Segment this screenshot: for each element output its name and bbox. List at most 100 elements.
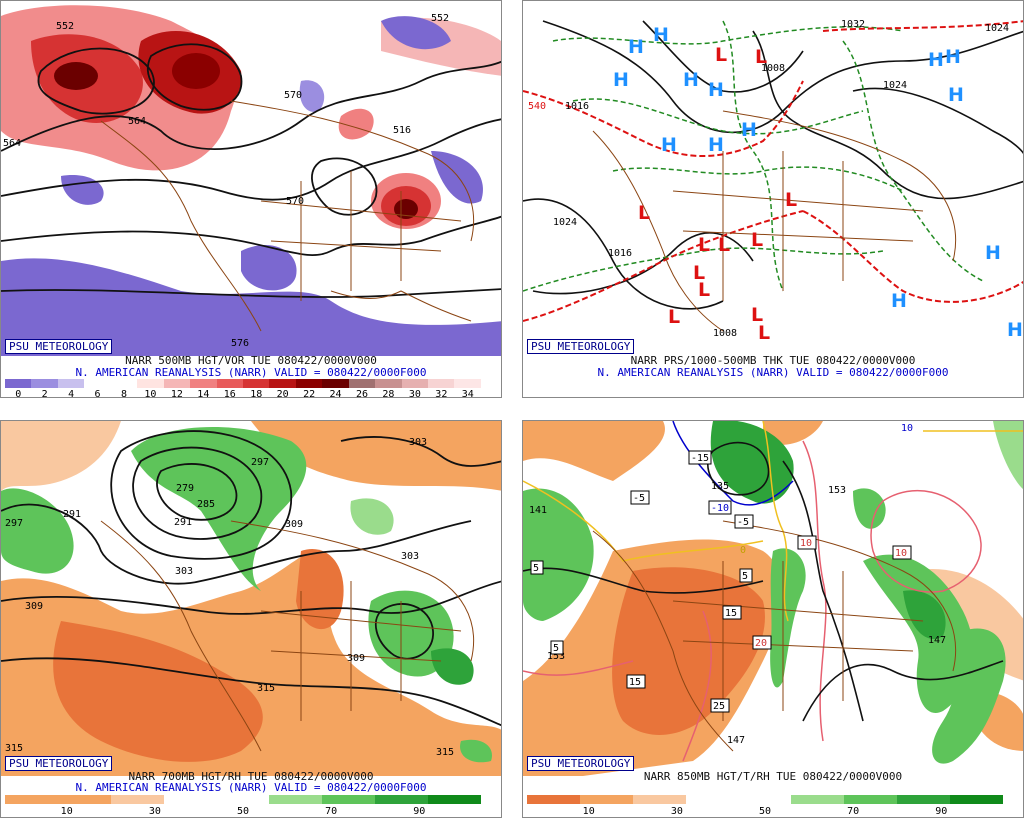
colorbar-swatch xyxy=(375,795,429,804)
colorbar xyxy=(5,795,482,804)
colorbar-swatch xyxy=(897,795,951,804)
colorbar-tick-label: 10 xyxy=(144,389,157,398)
map-title: NARR 850MB HGT/T/RH TUE 080422/0000V000 xyxy=(643,770,903,783)
colorbar-swatch xyxy=(216,379,243,388)
colorbar-tick-label: 10 xyxy=(60,806,73,817)
colorbar-tick-label: 20 xyxy=(276,389,289,398)
colorbar-tick-label: 0 xyxy=(15,389,22,398)
colorbar-swatch xyxy=(791,795,845,804)
high-pressure-marker: H xyxy=(628,36,644,58)
svg-text:10: 10 xyxy=(800,538,812,549)
colorbar-swatch xyxy=(428,795,482,804)
low-pressure-marker: L xyxy=(698,234,710,256)
colorbar-swatch xyxy=(295,379,323,388)
contour-label: 147 xyxy=(928,635,946,646)
colorbar-tick-label: 8 xyxy=(120,389,128,398)
contour-label: 564 xyxy=(3,138,21,149)
low-pressure-marker: L xyxy=(758,322,770,344)
contour-label: 291 xyxy=(174,517,192,528)
low-pressure-marker: L xyxy=(715,44,727,66)
high-pressure-marker: H xyxy=(661,134,677,156)
colorbar-swatch xyxy=(57,795,111,804)
colorbar-swatch xyxy=(242,379,270,388)
colorbar-swatch xyxy=(322,795,376,804)
low-pressure-marker: L xyxy=(751,229,763,251)
colorbar-tick-label: 26 xyxy=(355,389,369,398)
colorbar-tick-label: 4 xyxy=(68,389,75,398)
svg-text:25: 25 xyxy=(713,701,725,712)
svg-text:15: 15 xyxy=(629,677,641,688)
colorbar-tick-label: 70 xyxy=(325,806,338,817)
contour-label: 570 xyxy=(284,90,302,101)
low-pressure-marker: L xyxy=(638,202,650,224)
colorbar-swatch xyxy=(84,379,111,388)
contour-label: 552 xyxy=(431,13,449,24)
colorbar-swatch xyxy=(110,795,164,804)
contour-label: 291 xyxy=(63,509,81,520)
psu-credit: PSU METEOROLOGY xyxy=(527,339,635,354)
isobar-label: 1032 xyxy=(841,19,865,30)
svg-text:-15: -15 xyxy=(691,453,709,464)
temp-box-label: -10 xyxy=(708,500,732,515)
contour-label: 297 xyxy=(251,457,269,468)
colorbar-tick-label: 32 xyxy=(435,389,448,398)
colorbar-swatch xyxy=(428,379,455,388)
low-pressure-marker: L xyxy=(785,189,797,211)
map-title: NARR 700MB HGT/RH TUE 080422/0000V000 xyxy=(128,770,374,783)
colorbar-swatch xyxy=(348,379,376,388)
colorbar-swatch xyxy=(844,795,898,804)
colorbar-swatch xyxy=(163,795,217,804)
colorbar-tick-label: 34 xyxy=(461,389,474,398)
temp-box-label: -15 xyxy=(688,450,712,465)
isobar-label: 1016 xyxy=(608,248,632,259)
contour-label: 0 xyxy=(740,545,746,556)
map-subtitle: N. AMERICAN REANALYSIS (NARR) VALID = 08… xyxy=(75,781,427,794)
high-pressure-marker: H xyxy=(985,242,1001,264)
temp-box-label: 25 xyxy=(710,698,730,713)
colorbar-swatch xyxy=(375,379,402,388)
high-pressure-marker: H xyxy=(928,49,944,71)
contour-label: 315 xyxy=(5,743,23,754)
low-pressure-marker: L xyxy=(751,304,763,326)
colorbar-tick-label: 10 xyxy=(582,806,595,817)
high-pressure-marker: H xyxy=(653,24,669,46)
low-pressure-marker: L xyxy=(718,234,730,256)
temp-box-label: -5 xyxy=(630,490,650,505)
contour-label: 153 xyxy=(547,651,565,662)
colorbar-tick-label: 22 xyxy=(303,389,316,398)
high-pressure-marker: H xyxy=(741,119,757,141)
contour-label: 576 xyxy=(231,338,249,349)
colorbar-tick-label: 50 xyxy=(758,806,772,817)
contour-label: 303 xyxy=(401,551,419,562)
contour-label: 279 xyxy=(176,483,194,494)
colorbar-tick-label: 30 xyxy=(148,806,161,817)
contour-label: 153 xyxy=(828,485,846,496)
isobar-label: 1016 xyxy=(565,101,589,112)
high-pressure-marker: H xyxy=(948,84,964,106)
temp-box-label: 15 xyxy=(722,605,742,620)
colorbar-tick-label: 70 xyxy=(847,806,860,817)
panel-700mb-rh: 303 291 279 285 291 297 309 309 303 309 … xyxy=(0,420,502,818)
isobar-label: 1024 xyxy=(883,80,907,91)
temp-box-label: 20 xyxy=(752,635,772,650)
isobar-label: 1024 xyxy=(553,217,577,228)
colorbar-tick-label: 90 xyxy=(413,806,426,817)
contour-label: 564 xyxy=(128,116,146,127)
colorbar-swatch xyxy=(269,379,296,388)
isobar-label: 1008 xyxy=(713,328,737,339)
contour-label: 552 xyxy=(56,21,74,32)
svg-text:10: 10 xyxy=(895,548,907,559)
panel-850mb-temp-rh: -15 -10 135 -5 -5 5 0 15 20 10 10 5 153 … xyxy=(522,420,1024,818)
panel-500mb-vorticity: 552 552 564 564 570 570 576 516 PSU METE… xyxy=(0,0,502,398)
contour-label: 570 xyxy=(286,196,304,207)
contour-label: 10 xyxy=(901,423,913,434)
map-subtitle: N. AMERICAN REANALYSIS (NARR) VALID = 08… xyxy=(597,366,949,379)
psu-credit: PSU METEOROLOGY xyxy=(5,339,113,354)
map-title: NARR PRS/1000-500MB THK TUE 080422/0000V… xyxy=(630,354,916,367)
colorbar-swatch xyxy=(190,379,217,388)
high-pressure-marker: H xyxy=(613,69,629,91)
colorbar-swatch xyxy=(5,795,58,804)
colorbar-swatch xyxy=(5,379,32,388)
svg-text:5: 5 xyxy=(533,563,539,574)
svg-text:20: 20 xyxy=(755,638,767,649)
